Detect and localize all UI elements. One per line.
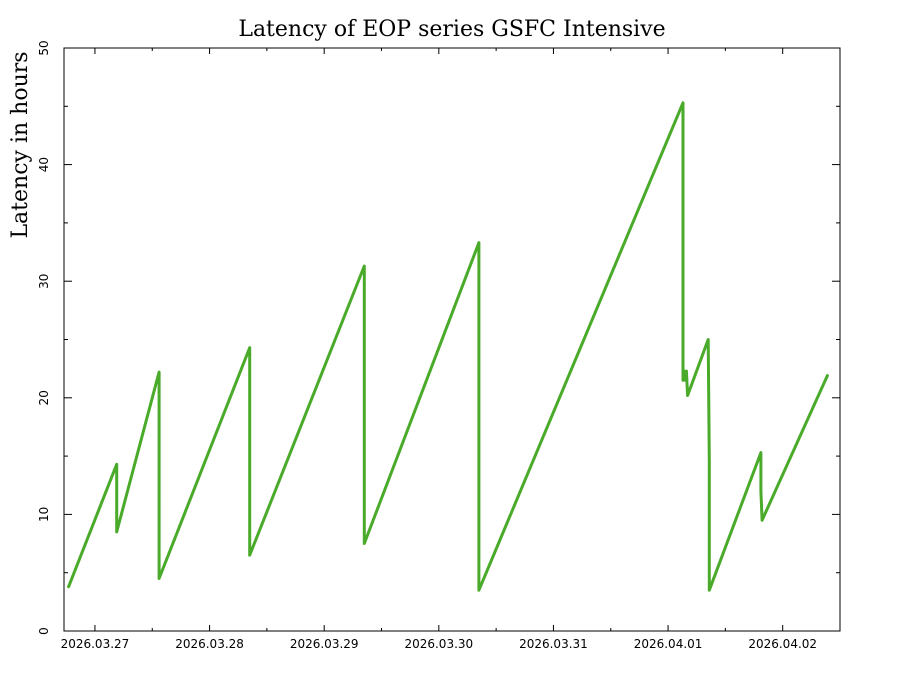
x-tick-label: 2026.03.30 [404,637,473,651]
y-tick-label: 50 [37,40,51,55]
x-tick-label: 2026.03.29 [290,637,359,651]
y-axis-label: Latency in hours [8,51,33,238]
series-line [67,101,829,592]
x-axis: 2026.03.27 2026.03.28 2026.03.29 2026.03.30… [61,48,841,651]
x-tick-label: 2026.03.27 [61,637,130,651]
y-tick-label: 10 [37,507,51,522]
x-tick-label: 2026.04.01 [634,637,703,651]
y-tick-label: 20 [37,390,51,405]
plot-frame [63,47,841,632]
y-tick-label: 0 [37,627,51,635]
y-tick-label: 40 [37,157,51,172]
x-tick-label: 2026.03.31 [519,637,588,651]
chart-title: Latency of EOP series GSFC Intensive [238,17,665,42]
x-tick-label: 2026.04.02 [748,637,817,651]
latency-series [67,101,829,592]
y-tick-label: 30 [37,274,51,289]
y-axis: 0 10 20 30 40 50 [37,40,840,635]
x-tick-label: 2026.03.28 [175,637,244,651]
